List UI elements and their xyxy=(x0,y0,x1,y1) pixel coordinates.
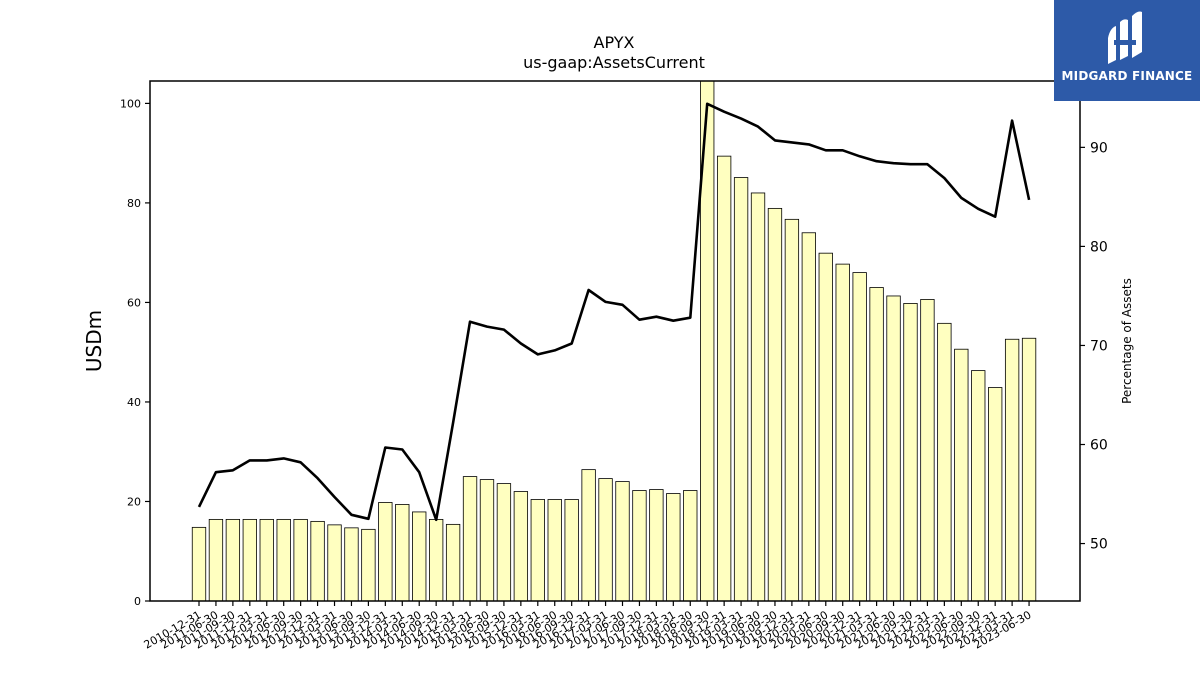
bar xyxy=(784,218,800,602)
bar xyxy=(818,252,833,602)
plot-frame xyxy=(149,80,1081,602)
bar xyxy=(733,177,749,602)
bar xyxy=(276,518,291,602)
bar xyxy=(327,524,342,602)
bar xyxy=(1021,337,1037,602)
bar xyxy=(259,518,274,602)
bar xyxy=(750,192,766,602)
y-tick-label: 100 xyxy=(120,97,141,110)
bar xyxy=(412,511,427,602)
axes: 02040608010050607080902010-12-312011-06-… xyxy=(120,80,1108,652)
midgard-logo-icon xyxy=(1108,11,1142,64)
bar xyxy=(615,481,630,602)
bar xyxy=(310,520,325,602)
y2-tick-label: 60 xyxy=(1090,438,1108,454)
y2-axis-label: Percentage of Assets xyxy=(1120,278,1134,404)
y-tick-label: 20 xyxy=(127,495,141,508)
bar xyxy=(632,490,647,602)
bar xyxy=(395,504,410,602)
bar xyxy=(937,322,952,602)
bar xyxy=(1004,338,1020,602)
bar xyxy=(954,348,969,602)
bar xyxy=(564,499,579,602)
y2-tick-label: 50 xyxy=(1090,537,1108,553)
bar xyxy=(242,518,257,602)
y2-tick-label: 90 xyxy=(1090,140,1108,156)
bar xyxy=(293,518,308,602)
bar xyxy=(581,469,596,602)
y-tick-label: 0 xyxy=(134,595,141,608)
y-tick-label: 60 xyxy=(127,296,141,309)
bar xyxy=(479,479,495,602)
bar xyxy=(378,502,393,602)
bar xyxy=(547,499,562,602)
bar xyxy=(767,207,783,602)
y2-tick-label: 80 xyxy=(1090,239,1108,255)
bar xyxy=(344,527,359,602)
brand-name: MIDGARD FINANCE xyxy=(1061,69,1193,83)
y-tick-label: 40 xyxy=(127,396,141,409)
bar xyxy=(801,232,816,602)
bar xyxy=(869,287,884,602)
line-series xyxy=(197,102,1031,522)
bar xyxy=(716,155,732,602)
bar-series xyxy=(191,80,1037,602)
bar xyxy=(649,489,664,602)
bar xyxy=(191,526,207,602)
bar xyxy=(886,295,901,602)
bar xyxy=(903,303,918,602)
bar xyxy=(920,299,935,602)
bar xyxy=(666,493,681,602)
chart-subtitle: us-gaap:AssetsCurrent xyxy=(523,53,705,72)
bar xyxy=(513,491,529,602)
brand-logo: MIDGARD FINANCE xyxy=(1054,0,1200,101)
bar xyxy=(429,518,444,602)
bar xyxy=(971,370,986,602)
bar xyxy=(208,518,224,602)
y-tick-label: 80 xyxy=(127,197,141,210)
bar xyxy=(530,499,545,602)
y-axis-label: USDm xyxy=(82,310,106,372)
bar xyxy=(462,476,478,602)
bar xyxy=(496,483,512,602)
percentage-line xyxy=(197,102,1031,522)
bar xyxy=(988,387,1003,602)
bar xyxy=(361,528,376,602)
bar xyxy=(598,478,613,602)
bar xyxy=(683,490,698,602)
bar xyxy=(225,518,241,602)
bar xyxy=(852,272,867,602)
y2-tick-label: 70 xyxy=(1090,338,1108,354)
bar xyxy=(835,263,850,602)
bar xyxy=(445,523,461,602)
chart-title: APYX xyxy=(594,33,635,52)
